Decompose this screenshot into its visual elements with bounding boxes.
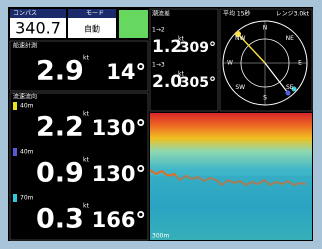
compass-label: コンパス: [13, 10, 37, 17]
ship-direction: 14°: [106, 60, 146, 84]
layer-unit: kt: [83, 157, 89, 164]
direction-label: S: [263, 95, 267, 102]
layer-direction: 130°: [92, 116, 146, 140]
direction-label: W: [227, 60, 233, 67]
sounder-display: コンパス 340.7 モード 自動 船速計測 2.9 kt 14° 流速流向 4…: [0, 0, 322, 249]
direction-label: NE: [286, 35, 294, 42]
layer-swatch: [13, 102, 17, 110]
direction-label: E: [298, 60, 302, 67]
mode-label: モード: [86, 10, 104, 17]
layer-depth: 70m: [20, 195, 34, 202]
direction-label: NW: [235, 35, 245, 42]
layer-direction: 166°: [92, 208, 146, 232]
sounder-depth: 300m: [152, 233, 169, 240]
status-indicator: [119, 10, 148, 38]
layer-unit: kt: [83, 111, 89, 118]
layer-marker: [286, 91, 291, 96]
sub-bottom: [150, 176, 312, 240]
layer-speed: 2.2: [36, 112, 84, 143]
current-layers-label: 流速流向: [13, 93, 37, 101]
tide-direction: 309°: [180, 40, 216, 56]
average-label: 平均 15秒: [223, 10, 251, 18]
layer-speed: 0.3: [36, 204, 84, 235]
layer-unit: kt: [83, 203, 89, 210]
layer-swatch: [13, 148, 17, 156]
layer-direction: 130°: [92, 162, 146, 186]
ship-speed-unit: kt: [83, 55, 89, 62]
mode-value: 自動: [84, 24, 100, 34]
layer-swatch: [13, 194, 17, 202]
direction-label: SW: [235, 84, 245, 91]
tide-direction: 305°: [180, 75, 216, 91]
direction-label: N: [263, 25, 268, 32]
tide-layers: 1→2: [152, 27, 165, 34]
compass-value: 340.7: [15, 19, 61, 38]
layer-depth: 40m: [20, 149, 34, 156]
ship-speed-value: 2.9: [36, 56, 84, 87]
range-label: レンジ3.0kt: [276, 11, 310, 18]
ship-speed-label: 船速計測: [13, 42, 37, 50]
layer-speed: 0.9: [36, 158, 84, 189]
direction-label: SE: [286, 84, 294, 91]
tide-layers: 1→3: [152, 62, 165, 69]
layer-depth: 40m: [20, 103, 34, 110]
tide-difference-label: 潮流差: [152, 10, 170, 18]
